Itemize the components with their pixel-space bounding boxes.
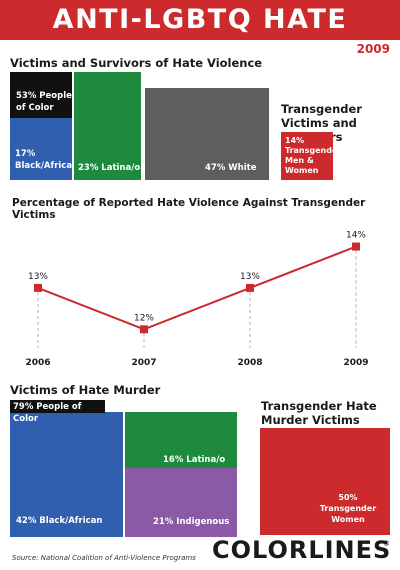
murder-indigenous-label: 21% Indigenous <box>153 517 230 527</box>
latina-label: 23% Latina/o <box>78 163 141 173</box>
x-tick-2007: 2007 <box>131 358 156 368</box>
data-point-2006 <box>34 283 42 292</box>
latina-block: 23% Latina/o <box>74 72 141 180</box>
murder-latina-label: 16% Latina/o <box>163 455 226 465</box>
x-tick-2009: 2009 <box>343 358 368 368</box>
chart-title: Percentage of Reported Hate Violence Aga… <box>12 197 366 221</box>
white-label: 47% White <box>205 163 257 173</box>
transgender-victims-block: 14% Transgender Men & Women <box>281 132 342 180</box>
transgender-murder-label: 50% Transgender Women <box>319 493 377 524</box>
series-line <box>37 245 357 331</box>
transgender-murder-block: 50% Transgender Women <box>260 428 390 535</box>
murder-heading: Victims of Hate Murder <box>10 383 161 397</box>
victims-heading: Victims and Survivors of Hate Violence <box>10 56 263 70</box>
data-label-2008: 13% <box>240 272 260 282</box>
murder-indigenous-block: 21% Indigenous <box>125 468 237 537</box>
line-chart: 13% 2006 12% 2007 13% 2008 14% 2009 <box>25 231 368 368</box>
title-bar <box>0 0 400 40</box>
data-label-2009: 14% <box>346 231 366 241</box>
murder-people-of-color-label: 79% People of Color <box>13 402 82 424</box>
year-label: 2009 <box>356 42 390 56</box>
source-note: Source: National Coalition of Anti-Viole… <box>12 554 196 562</box>
black-african-label: 17% Black/African <box>15 149 79 171</box>
page-title: ANTI-LGBTQ HATE VIOLENCE <box>52 4 348 75</box>
x-tick-2008: 2008 <box>237 358 262 368</box>
colorlines-logo: COLORLINES <box>212 536 392 564</box>
data-label-2007: 12% <box>134 313 154 323</box>
transgender-murder-heading: Transgender Hate Murder Victims <box>261 399 377 427</box>
white-block: 47% White <box>145 88 269 180</box>
black-african-block: 17% Black/African <box>10 118 79 180</box>
murder-black-african-block: 42% Black/African <box>10 412 123 537</box>
data-point-2009 <box>352 242 360 251</box>
data-label-2006: 13% <box>28 272 48 282</box>
murder-black-african-label: 42% Black/African <box>16 516 103 526</box>
registered-mark: ® <box>383 540 390 548</box>
x-tick-2006: 2006 <box>25 358 50 368</box>
people-of-color-block: 53% People of Color <box>10 72 72 118</box>
people-of-color-label: 53% People of Color <box>16 91 72 113</box>
transgender-victims-label: 14% Transgender Men & Women <box>285 136 342 175</box>
data-point-2007 <box>140 325 148 334</box>
murder-people-of-color-block: 79% People of Color <box>10 400 105 424</box>
murder-latina-block: 16% Latina/o <box>125 412 237 468</box>
data-point-2008 <box>246 283 254 292</box>
